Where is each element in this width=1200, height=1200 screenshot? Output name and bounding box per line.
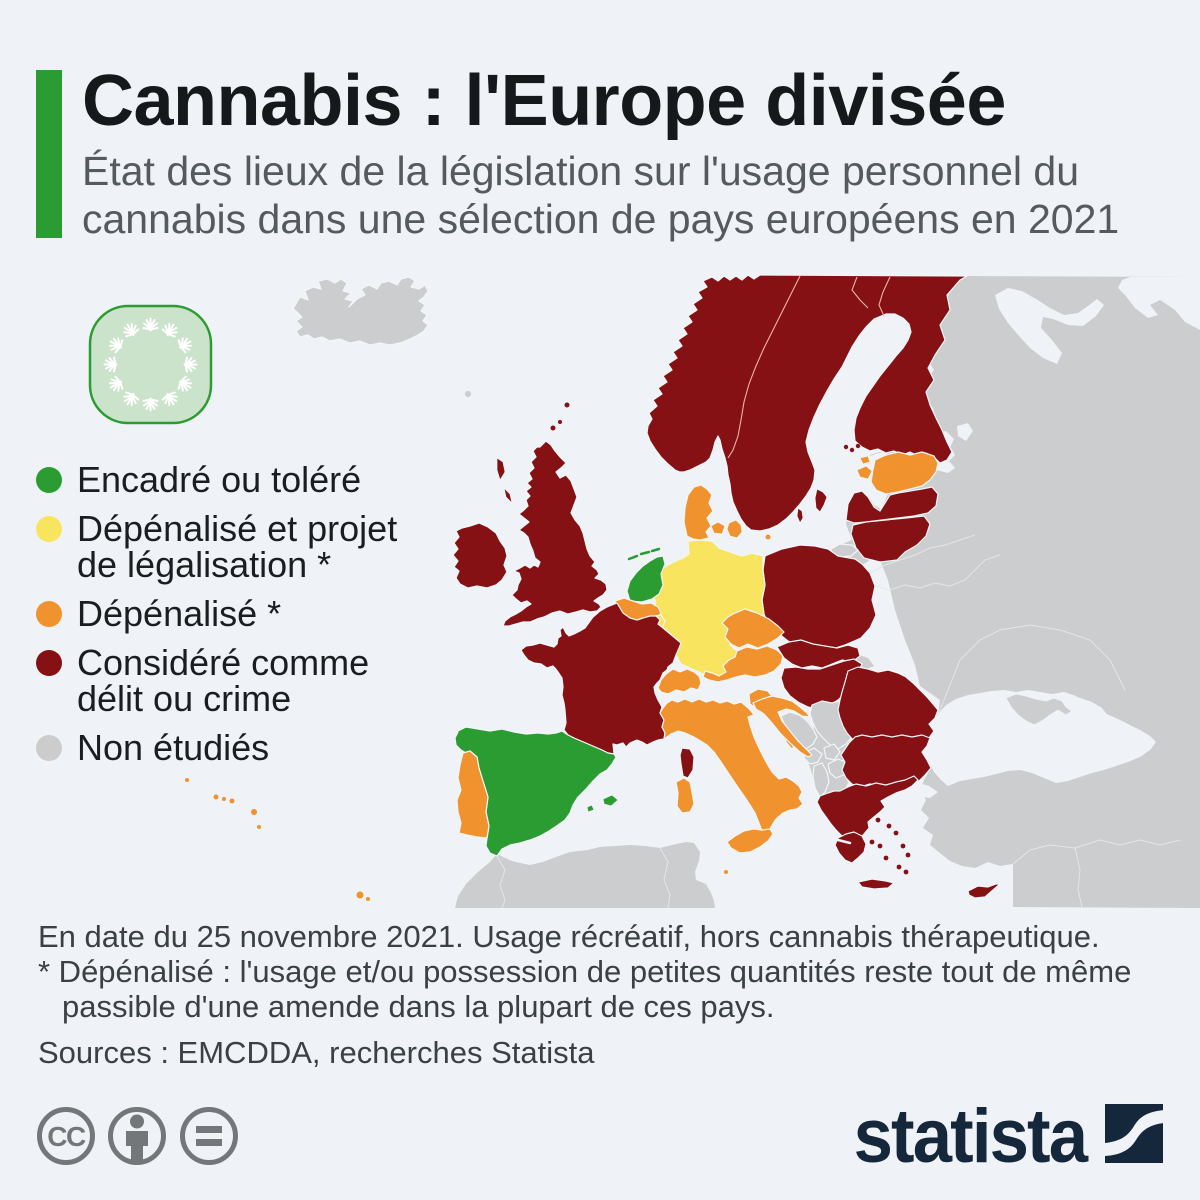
svg-text:statista: statista (854, 1096, 1090, 1171)
svg-text:CC: CC (47, 1121, 86, 1152)
